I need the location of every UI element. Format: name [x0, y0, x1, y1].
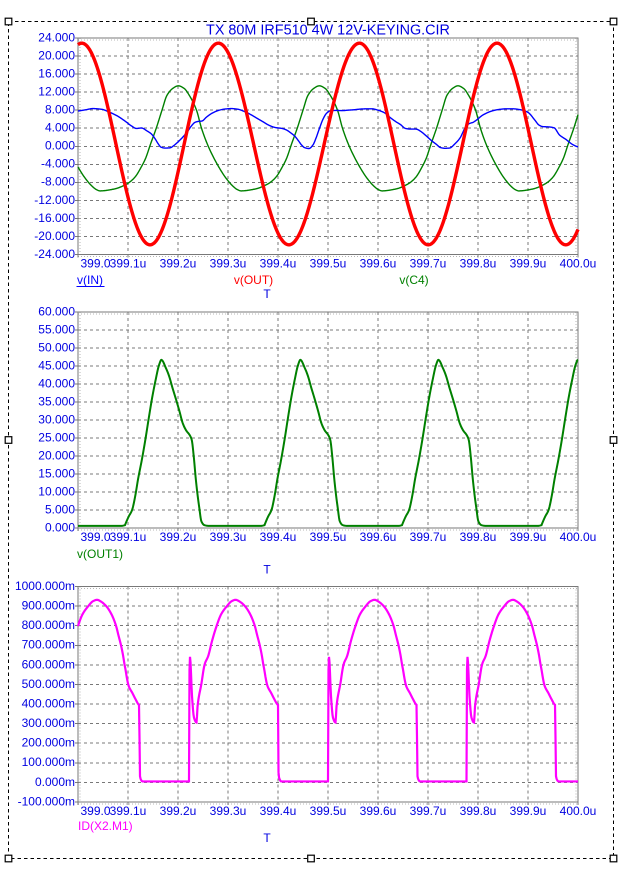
svg-text:399.9u: 399.9u	[510, 530, 547, 544]
svg-text:8.000: 8.000	[45, 103, 75, 117]
svg-text:399.6u: 399.6u	[360, 530, 397, 544]
svg-text:399.7u: 399.7u	[410, 530, 447, 544]
svg-text:399.3u: 399.3u	[210, 804, 247, 818]
svg-text:399.5u: 399.5u	[310, 256, 347, 270]
svg-text:700.000m: 700.000m	[22, 638, 75, 652]
svg-text:399.3u: 399.3u	[210, 530, 247, 544]
svg-text:399.2u: 399.2u	[160, 804, 197, 818]
svg-text:399.7u: 399.7u	[410, 256, 447, 270]
svg-text:900.000m: 900.000m	[22, 598, 75, 612]
svg-text:399.4u: 399.4u	[260, 256, 297, 270]
svg-text:20.000: 20.000	[38, 448, 75, 462]
svg-text:400.0u: 400.0u	[560, 804, 597, 818]
svg-text:45.000: 45.000	[38, 358, 75, 372]
svg-text:400.000m: 400.000m	[22, 696, 75, 710]
svg-text:1000.000m: 1000.000m	[15, 579, 75, 593]
svg-text:40.000: 40.000	[38, 376, 75, 390]
svg-text:500.000m: 500.000m	[22, 677, 75, 691]
svg-text:T: T	[263, 563, 271, 577]
svg-text:-8.000: -8.000	[41, 175, 75, 189]
svg-text:399.8u: 399.8u	[460, 530, 497, 544]
svg-text:399.7u: 399.7u	[410, 804, 447, 818]
svg-text:ID(X2.M1): ID(X2.M1)	[78, 819, 133, 833]
svg-text:-16.000: -16.000	[34, 211, 75, 225]
svg-text:TX 80M IRF510 4W 12V-KEYING.CI: TX 80M IRF510 4W 12V-KEYING.CIR	[206, 22, 450, 38]
svg-text:400.0u: 400.0u	[560, 256, 597, 270]
svg-text:399.9u: 399.9u	[510, 804, 547, 818]
svg-text:-24.000: -24.000	[34, 247, 75, 261]
svg-text:399.8u: 399.8u	[460, 256, 497, 270]
svg-text:25.000: 25.000	[38, 430, 75, 444]
svg-text:20.000: 20.000	[38, 48, 75, 62]
svg-text:399.5u: 399.5u	[310, 530, 347, 544]
svg-text:4.000: 4.000	[45, 121, 75, 135]
svg-text:-20.000: -20.000	[34, 229, 75, 243]
svg-text:30.000: 30.000	[38, 412, 75, 426]
svg-text:T: T	[263, 287, 271, 301]
svg-text:399.2u: 399.2u	[160, 530, 197, 544]
svg-text:399.0: 399.0	[80, 530, 110, 544]
svg-text:200.000m: 200.000m	[22, 736, 75, 750]
svg-text:12.000: 12.000	[38, 85, 75, 99]
svg-text:399.0: 399.0	[80, 804, 110, 818]
svg-text:399.1u: 399.1u	[110, 804, 147, 818]
svg-text:399.5u: 399.5u	[310, 804, 347, 818]
svg-text:0.000: 0.000	[45, 520, 75, 534]
svg-text:24.000: 24.000	[38, 30, 75, 44]
svg-text:399.4u: 399.4u	[260, 530, 297, 544]
svg-text:10.000: 10.000	[38, 484, 75, 498]
svg-text:5.000: 5.000	[45, 502, 75, 516]
svg-text:399.1u: 399.1u	[110, 530, 147, 544]
svg-text:55.000: 55.000	[38, 322, 75, 336]
svg-text:399.4u: 399.4u	[260, 804, 297, 818]
svg-text:60.000: 60.000	[38, 304, 75, 318]
svg-text:300.000m: 300.000m	[22, 716, 75, 730]
svg-text:16.000: 16.000	[38, 66, 75, 80]
svg-text:0.000m: 0.000m	[35, 775, 75, 789]
svg-text:100.000m: 100.000m	[22, 755, 75, 769]
svg-text:35.000: 35.000	[38, 394, 75, 408]
svg-text:50.000: 50.000	[38, 340, 75, 354]
svg-text:399.1u: 399.1u	[110, 256, 147, 270]
svg-text:800.000m: 800.000m	[22, 618, 75, 632]
svg-text:399.0: 399.0	[80, 256, 110, 270]
svg-text:v(OUT1): v(OUT1)	[77, 547, 123, 561]
svg-text:-12.000: -12.000	[34, 193, 75, 207]
svg-text:399.3u: 399.3u	[210, 256, 247, 270]
svg-text:399.6u: 399.6u	[360, 256, 397, 270]
svg-text:0.000: 0.000	[45, 139, 75, 153]
svg-text:-4.000: -4.000	[41, 157, 75, 171]
svg-text:399.2u: 399.2u	[160, 256, 197, 270]
svg-text:v(C4): v(C4)	[399, 273, 428, 287]
svg-text:400.0u: 400.0u	[560, 530, 597, 544]
svg-text:600.000m: 600.000m	[22, 657, 75, 671]
svg-text:-100.000m: -100.000m	[18, 794, 75, 808]
svg-text:v(IN): v(IN)	[77, 273, 103, 287]
svg-text:399.9u: 399.9u	[510, 256, 547, 270]
svg-text:399.8u: 399.8u	[460, 804, 497, 818]
svg-text:v(OUT): v(OUT)	[234, 273, 273, 287]
svg-text:399.6u: 399.6u	[360, 804, 397, 818]
svg-text:15.000: 15.000	[38, 466, 75, 480]
svg-text:T: T	[263, 831, 271, 845]
